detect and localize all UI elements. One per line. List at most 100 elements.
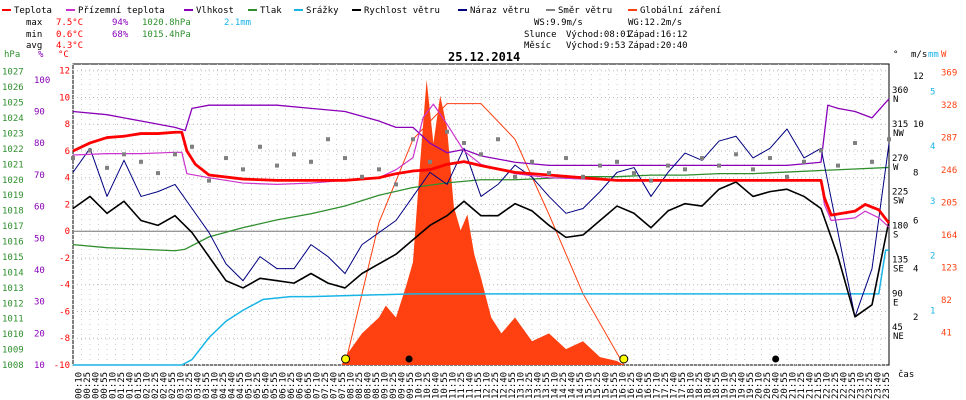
time-tick-label: 10:10 <box>415 372 425 399</box>
time-tick-label: 20:25 <box>763 372 773 399</box>
time-tick-label: 13:55 <box>542 372 552 399</box>
wind-direction-point <box>853 141 857 146</box>
wind-gust-line <box>72 128 890 318</box>
time-tick-label: 01:40 <box>126 372 136 399</box>
time-tick-label: 15:40 <box>602 372 612 399</box>
pressure-tick-label: 1016 <box>2 238 24 248</box>
time-tick-label: 02:10 <box>143 372 153 399</box>
windspeed-tick-label: 4 <box>913 265 918 275</box>
wind-direction-point <box>343 156 347 161</box>
direction-tick-cardinal: W <box>893 163 899 173</box>
time-tick-label: 18:40 <box>704 372 714 399</box>
moon-label: Měsíc <box>524 41 551 51</box>
wind-direction-point <box>700 156 704 161</box>
wind-direction-point <box>309 159 313 164</box>
pressure-tick-label: 1008 <box>2 361 24 371</box>
sunrise-time: Východ:08:01 <box>566 30 631 40</box>
time-tick-label: 16:10 <box>619 372 629 399</box>
time-tick-label: 14:55 <box>576 372 586 399</box>
legend-item-label: Směr větru <box>558 6 612 16</box>
direction-tick-degree: 135 <box>892 255 908 265</box>
wind-direction-point <box>479 152 483 157</box>
time-tick-label: 06:55 <box>304 372 314 399</box>
time-tick-label: 01:10 <box>109 372 119 399</box>
rain-tick-label: 1 <box>930 306 935 316</box>
legend-item-label: Náraz větru <box>470 6 530 16</box>
radiation-tick-label: 164 <box>941 231 957 241</box>
time-tick-label: 08:55 <box>372 372 382 399</box>
time-tick-label: 20:10 <box>755 372 765 399</box>
time-tick-label: 22:55 <box>848 372 858 399</box>
time-tick-label: 04:10 <box>211 372 221 399</box>
time-tick-label: 12:10 <box>483 372 493 399</box>
windspeed-tick-label: 2 <box>913 313 918 323</box>
wind-direction-point <box>717 163 721 168</box>
wind-direction-point <box>819 148 823 153</box>
time-tick-label: 09:10 <box>381 372 391 399</box>
time-tick-label: 18:25 <box>695 372 705 399</box>
time-tick-label: 14:25 <box>559 372 569 399</box>
time-tick-label: 19:40 <box>738 372 748 399</box>
wind-direction-point <box>105 165 109 170</box>
wind-direction-point <box>139 159 143 164</box>
time-tick-label: 07:25 <box>321 372 331 399</box>
moonrise-time: Východ:9:53 <box>566 41 626 51</box>
stat-max-press: 1020.8hPa <box>142 18 191 28</box>
temperature-tick-label: 0 <box>65 227 70 237</box>
direction-tick-degree: 45 <box>892 323 903 333</box>
direction-tick-degree: 270 <box>892 154 908 164</box>
wind-direction-point <box>496 137 500 142</box>
wind-direction-point <box>836 163 840 168</box>
radiation-tick-label: 246 <box>941 166 957 176</box>
time-tick-label: 09:25 <box>389 372 399 399</box>
stat-max-temp: 7.5°C <box>56 18 83 28</box>
time-tick-label: 15:55 <box>610 372 620 399</box>
temperature-tick-label: 6 <box>65 147 70 157</box>
wind-direction-point <box>326 137 330 142</box>
moonset-marker <box>772 355 780 363</box>
pressure-tick-label: 1025 <box>2 99 24 109</box>
time-tick-label: 03:55 <box>202 372 212 399</box>
time-tick-label: 23:40 <box>874 372 884 399</box>
direction-tick-cardinal: SW <box>893 197 904 207</box>
time-tick-label: 01:55 <box>134 372 144 399</box>
time-tick-label: 00:55 <box>100 372 110 399</box>
wind-direction-point <box>445 129 449 134</box>
time-tick-label: 04:55 <box>236 372 246 399</box>
humidity-tick-label: 60 <box>34 203 45 213</box>
wind-direction-point <box>394 182 398 187</box>
temperature-tick-label: 2 <box>65 200 70 210</box>
time-tick-label: 23:10 <box>857 372 867 399</box>
time-tick-label: 12:25 <box>491 372 501 399</box>
time-tick-label: 08:25 <box>355 372 365 399</box>
wind-direction-point <box>564 156 568 161</box>
pressure-tick-label: 1017 <box>2 222 24 232</box>
direction-tick-cardinal: E <box>893 298 898 308</box>
pressure-tick-label: 1014 <box>2 268 24 278</box>
temperature-tick-label: 12 <box>59 67 70 77</box>
radiation-tick-label: 205 <box>941 199 957 209</box>
humidity-tick-label: 50 <box>34 234 45 244</box>
humidity-tick-label: 40 <box>34 266 45 276</box>
pressure-tick-label: 1027 <box>2 68 24 78</box>
time-tick-label: 07:55 <box>338 372 348 399</box>
pressure-tick-label: 1011 <box>2 315 24 325</box>
humidity-tick-label: 20 <box>34 329 45 339</box>
time-tick-label: 06:10 <box>279 372 289 399</box>
humidity-tick-label: 100 <box>34 76 50 86</box>
wind-direction-point <box>632 171 636 176</box>
degree-unit-label: ° <box>893 50 898 60</box>
temperature-tick-label: -4 <box>59 281 70 291</box>
wind-direction-point <box>513 174 517 179</box>
pressure-tick-label: 1018 <box>2 207 24 217</box>
time-tick-label: 19:25 <box>729 372 739 399</box>
time-tick-label: 21:55 <box>814 372 824 399</box>
sunset-marker <box>619 354 629 364</box>
time-tick-label: 13:10 <box>517 372 527 399</box>
wind-speed-stat: WS:9.9m/s <box>534 18 583 28</box>
wind-direction-point <box>598 163 602 168</box>
humidity-tick-label: 90 <box>34 108 45 118</box>
chart-series <box>71 79 891 366</box>
radiation-tick-label: 328 <box>941 101 957 111</box>
